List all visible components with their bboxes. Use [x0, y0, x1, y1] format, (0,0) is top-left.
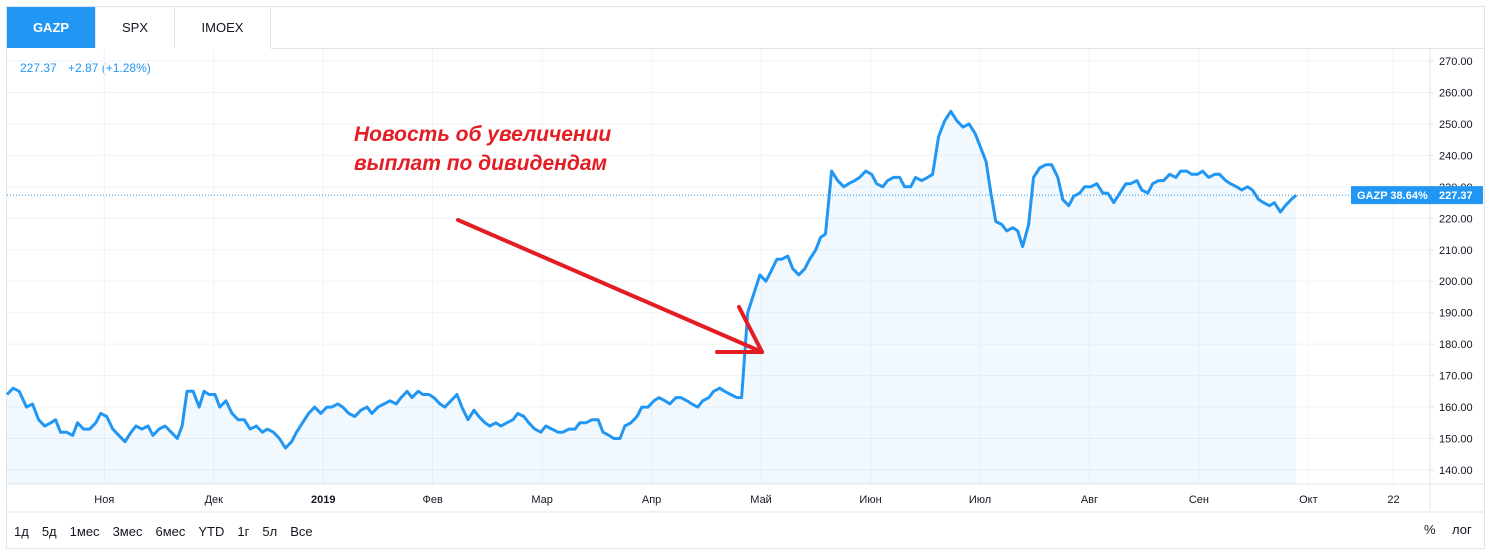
- range-selector: 1д 5д 1мес 3мес 6мес YTD 1г 5л Все: [7, 517, 319, 545]
- range-1y[interactable]: 1г: [237, 523, 250, 539]
- range-all[interactable]: Все: [290, 523, 313, 539]
- percent-scale-toggle[interactable]: %: [1424, 522, 1436, 537]
- tab-spx[interactable]: SPX: [96, 7, 175, 48]
- legend-price: 227.37: [20, 61, 57, 75]
- range-5y[interactable]: 5л: [262, 523, 278, 539]
- range-5d[interactable]: 5д: [41, 523, 57, 539]
- price-legend: 227.37 +2.87 (+1.28%): [20, 61, 159, 75]
- annotation-text: Новость об увеличении выплат по дивиденд…: [354, 120, 611, 178]
- range-6m[interactable]: 6мес: [155, 523, 186, 539]
- legend-change: +2.87 (+1.28%): [68, 61, 151, 75]
- symbol-tabs: GAZP SPX IMOEX: [7, 7, 271, 48]
- annotation-line-1: Новость об увеличении: [354, 123, 612, 146]
- annotation-line-2: выплат по дивидендам: [354, 152, 608, 175]
- chart-widget-frame: [6, 6, 1485, 549]
- log-scale-toggle[interactable]: лог: [1452, 522, 1472, 537]
- range-3m[interactable]: 3мес: [112, 523, 143, 539]
- range-1d[interactable]: 1д: [14, 523, 29, 539]
- tab-imoex[interactable]: IMOEX: [175, 7, 271, 48]
- range-ytd[interactable]: YTD: [198, 523, 225, 539]
- range-1m[interactable]: 1мес: [69, 523, 100, 539]
- tab-gazp[interactable]: GAZP: [7, 7, 96, 48]
- tabs-divider: [271, 48, 1484, 49]
